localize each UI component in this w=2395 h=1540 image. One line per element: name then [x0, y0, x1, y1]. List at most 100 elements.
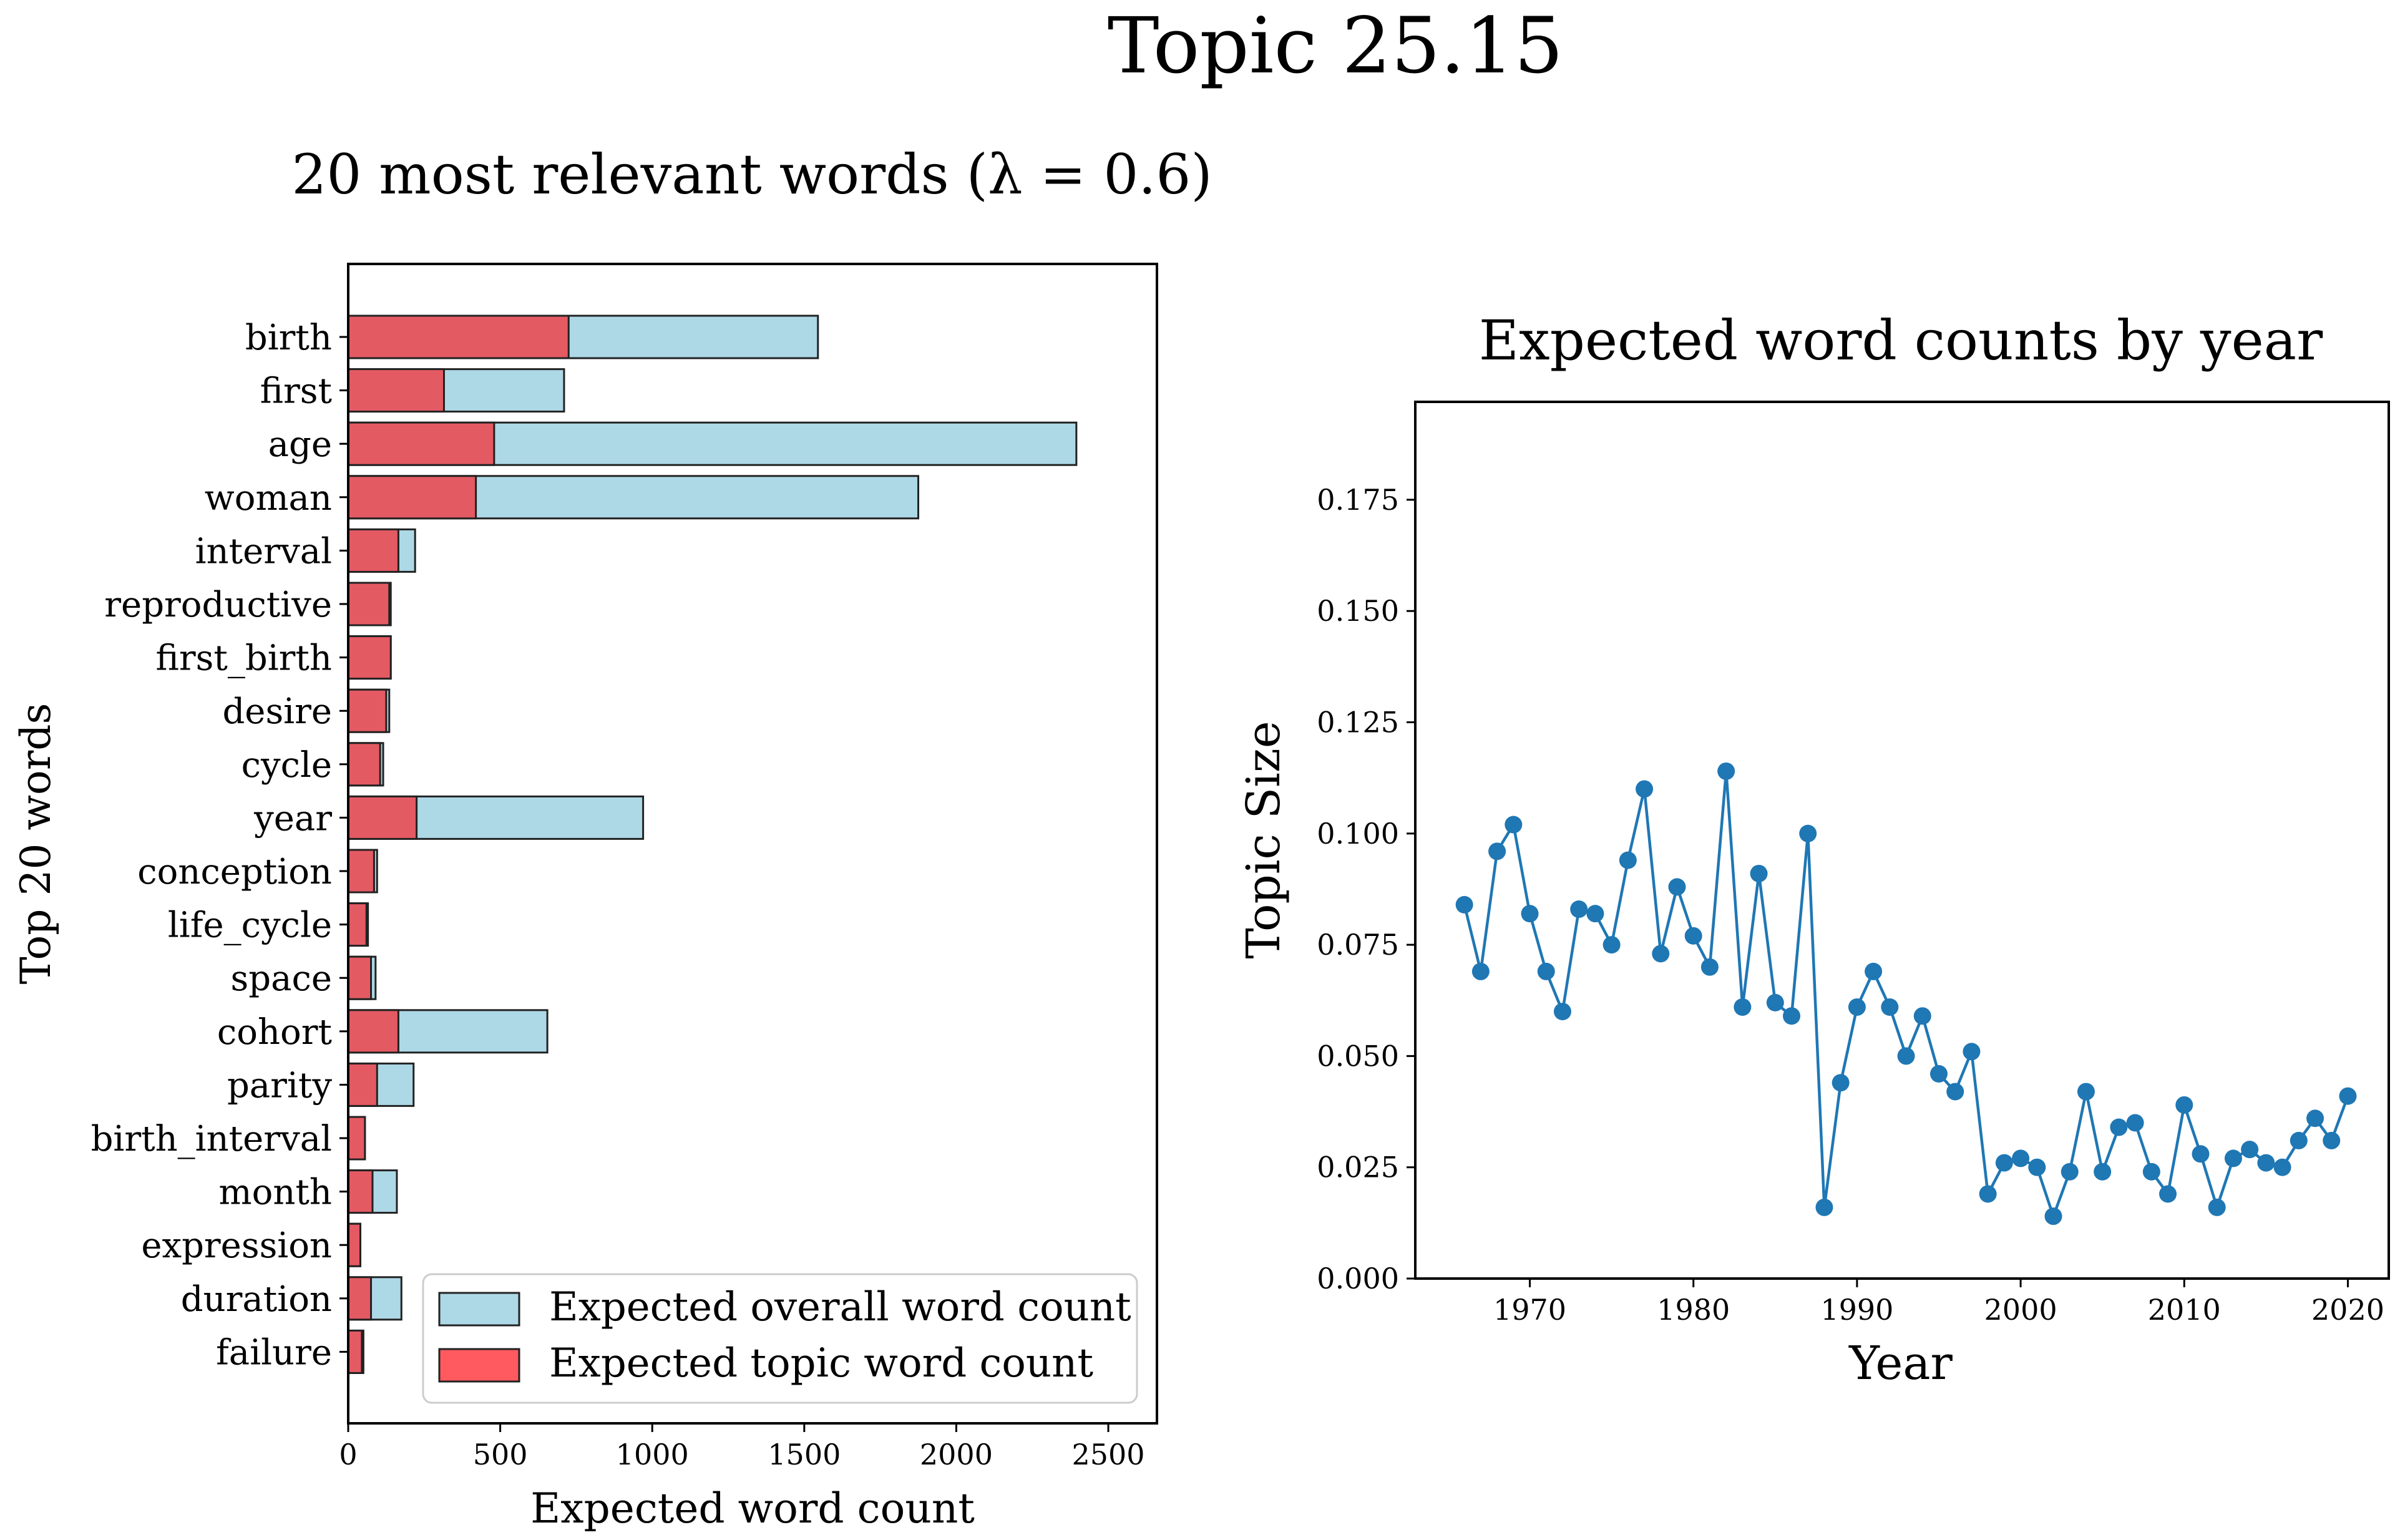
line-x-tick-label: 1990 — [1820, 1293, 1893, 1327]
line-point-1990 — [1848, 998, 1866, 1016]
bar-topic-birth-interval — [347, 1116, 366, 1161]
bar-x-tick-label: 2500 — [1072, 1438, 1145, 1471]
line-point-2016 — [2273, 1158, 2291, 1176]
line-point-1972 — [1553, 1003, 1571, 1021]
bar-topic-life-cycle — [347, 902, 368, 947]
bar-x-tick-group: 0 500 1000 1500 2000 2500 — [339, 1423, 1145, 1471]
line-point-2007 — [2126, 1114, 2144, 1132]
line-point-1995 — [1929, 1065, 1948, 1083]
bar-y-tick-label: space — [231, 958, 332, 999]
line-y-tick-label: 0.050 — [1317, 1039, 1399, 1073]
line-point-1981 — [1700, 958, 1719, 976]
bar-y-tick-label: conception — [137, 852, 332, 892]
line-x-tick-label: 2000 — [1984, 1293, 2057, 1327]
bar-x-tick-label: 500 — [473, 1438, 528, 1471]
bar-topic-age — [347, 421, 495, 466]
bar-y-tick-label: reproductive — [104, 585, 332, 625]
line-point-1994 — [1913, 1007, 1931, 1025]
line-point-1968 — [1488, 842, 1506, 860]
line-point-2013 — [2224, 1149, 2242, 1167]
bar-chart: 20 most relevant words (λ = 0.6) birth fi… — [12, 142, 1212, 1533]
bar-y-tick-label: woman — [205, 478, 332, 519]
bar-y-tick-label: parity — [227, 1065, 332, 1106]
bar-y-tick-label: expression — [141, 1226, 332, 1266]
line-point-2005 — [2094, 1162, 2112, 1181]
bar-y-tick-label: cycle — [241, 745, 332, 786]
bar-y-tick-label: life_cycle — [168, 905, 332, 946]
bar-legend: Expected overall word count Expected top… — [422, 1273, 1138, 1404]
bar-topic-interval — [347, 528, 399, 573]
bar-y-tick-label: birth_interval — [91, 1119, 332, 1159]
line-x-axis-label: Year — [1848, 1337, 1953, 1390]
bar-chart-title: 20 most relevant words (λ = 0.6) — [291, 142, 1212, 207]
legend-swatch-overall — [438, 1292, 520, 1327]
legend-frame — [422, 1273, 1138, 1404]
bar-y-tick-group: birth first age woman interval reproductive fi… — [91, 318, 348, 1373]
line-point-2008 — [2142, 1162, 2160, 1181]
line-point-1998 — [1979, 1185, 1997, 1203]
line-point-1997 — [1963, 1043, 1981, 1061]
bar-y-axis-label: Top 20 words — [12, 703, 60, 985]
line-point-2019 — [2323, 1131, 2341, 1149]
line-point-1984 — [1750, 864, 1768, 882]
bar-chart-frame — [347, 263, 1158, 1425]
bar-topic-reproductive — [347, 582, 391, 626]
bar-x-tick-label: 2000 — [920, 1438, 993, 1471]
bar-topic-woman — [347, 475, 477, 520]
bar-y-tick-label: first — [260, 371, 333, 412]
line-point-1988 — [1815, 1198, 1833, 1216]
bar-y-tick-label: duration — [181, 1279, 332, 1320]
line-point-2012 — [2208, 1198, 2226, 1216]
line-series-group — [1455, 762, 2357, 1226]
line-point-2006 — [2110, 1118, 2128, 1136]
line-chart: Expected word counts by year 0.0000.0250… — [1237, 308, 2390, 1390]
legend-label-overall: Expected overall word count — [549, 1284, 1131, 1330]
bar-topic-birth — [347, 314, 570, 359]
line-point-1986 — [1783, 1007, 1801, 1025]
bar-topic-month — [347, 1169, 374, 1214]
bar-y-tick-label: interval — [195, 531, 332, 572]
legend-swatch-topic — [438, 1348, 520, 1383]
line-point-1977 — [1636, 780, 1654, 798]
legend-label-topic: Expected topic word count — [549, 1340, 1093, 1386]
line-point-1982 — [1717, 762, 1735, 780]
bar-x-tick-label: 1500 — [768, 1438, 841, 1471]
line-point-1992 — [1881, 998, 1899, 1016]
line-point-2010 — [2175, 1096, 2193, 1114]
line-point-1970 — [1521, 905, 1539, 923]
line-point-2002 — [2044, 1207, 2062, 1226]
bar-y-tick-label: desire — [222, 691, 332, 732]
line-point-1973 — [1570, 900, 1588, 919]
bar-topic-desire — [347, 688, 388, 733]
line-point-2018 — [2306, 1109, 2324, 1128]
line-y-tick-label: 0.000 — [1317, 1262, 1399, 1295]
bar-topic-year — [347, 795, 418, 840]
bar-y-tick-label: birth — [245, 318, 332, 358]
bar-series-group — [347, 314, 1078, 1374]
bar-topic-parity — [347, 1062, 378, 1107]
line-y-tick-label: 0.150 — [1317, 594, 1399, 628]
line-chart-frame — [1414, 401, 2390, 1280]
line-x-tick-group: 1970 1980 1990 2000 2010 2020 — [1493, 1279, 2384, 1327]
line-point-2014 — [2241, 1141, 2259, 1159]
bar-topic-cycle — [347, 742, 381, 787]
line-point-1999 — [1995, 1154, 2013, 1172]
line-point-1996 — [1946, 1083, 1964, 1101]
bar-topic-conception — [347, 849, 375, 894]
line-point-1969 — [1505, 816, 1523, 834]
line-point-2015 — [2257, 1154, 2275, 1172]
line-point-2009 — [2159, 1185, 2177, 1203]
line-point-1987 — [1799, 824, 1817, 842]
bar-y-tick-label: failure — [216, 1332, 332, 1373]
line-y-tick-group: 0.000 0.025 0.050 0.075 0.100 0.125 0.150 0.175 — [1317, 483, 1415, 1295]
bar-y-tick-label: age — [268, 424, 332, 465]
line-y-axis-label: Topic Size — [1237, 721, 1290, 958]
line-x-tick-label: 2010 — [2148, 1293, 2221, 1327]
line-point-1967 — [1471, 962, 1490, 980]
line-x-tick-label: 1980 — [1657, 1293, 1730, 1327]
line-y-tick-label: 0.175 — [1317, 483, 1399, 517]
line-point-1974 — [1586, 905, 1604, 923]
line-point-2004 — [2077, 1083, 2095, 1101]
bar-y-tick-label: cohort — [217, 1012, 333, 1053]
bar-topic-failure — [347, 1329, 363, 1374]
